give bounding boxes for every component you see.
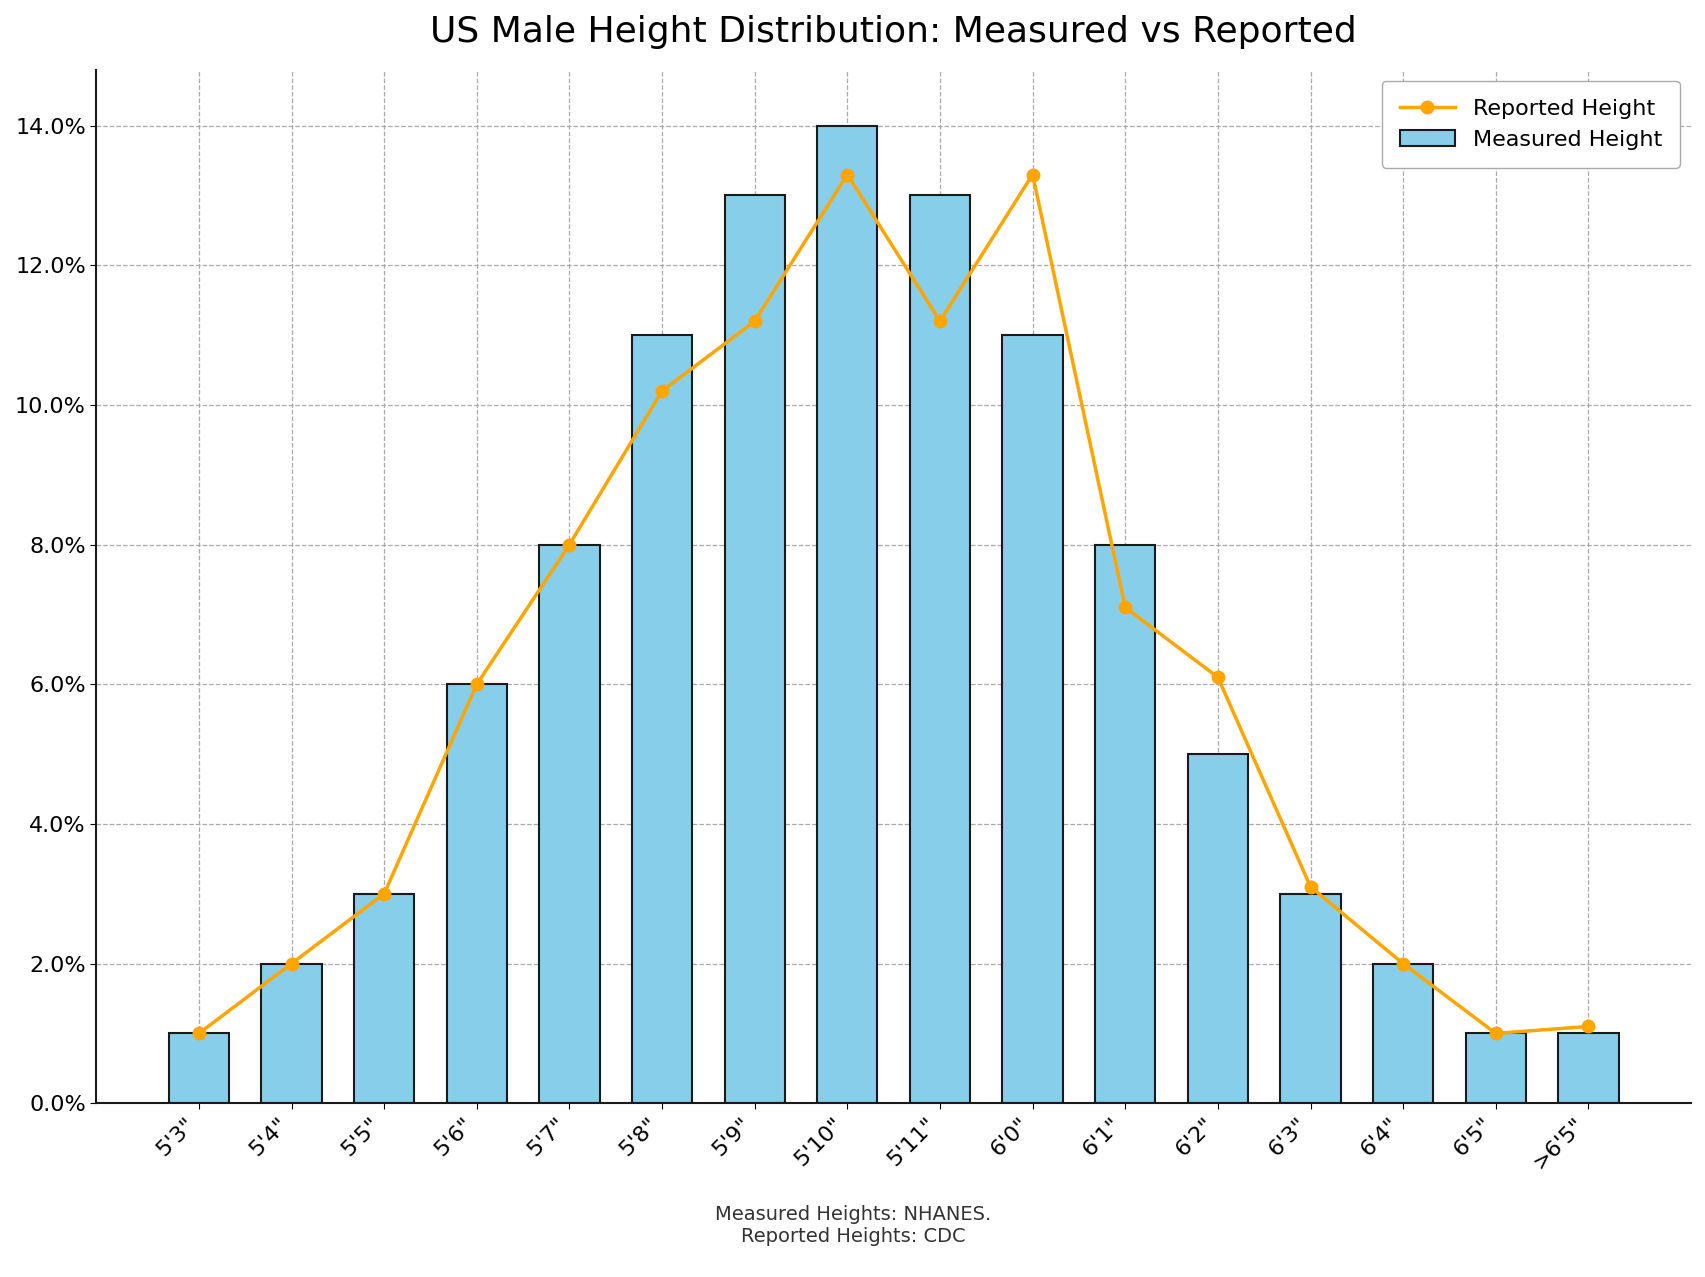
Legend: Reported Height, Measured Height: Reported Height, Measured Height bbox=[1381, 80, 1679, 167]
Bar bbox=[447, 684, 506, 1103]
Bar bbox=[1557, 1033, 1618, 1103]
Bar bbox=[631, 335, 692, 1103]
Bar bbox=[1373, 964, 1432, 1103]
Bar bbox=[1465, 1033, 1524, 1103]
Bar bbox=[909, 195, 970, 1103]
Bar bbox=[169, 1033, 228, 1103]
Bar bbox=[355, 894, 414, 1103]
Bar bbox=[1280, 894, 1340, 1103]
Bar bbox=[261, 964, 322, 1103]
Bar bbox=[817, 125, 876, 1103]
Bar bbox=[725, 195, 784, 1103]
Bar bbox=[1187, 755, 1248, 1103]
Title: US Male Height Distribution: Measured vs Reported: US Male Height Distribution: Measured vs… bbox=[430, 15, 1355, 49]
Text: Measured Heights: NHANES.
Reported Heights: CDC: Measured Heights: NHANES. Reported Heigh… bbox=[714, 1205, 991, 1246]
Bar bbox=[539, 544, 598, 1103]
Bar bbox=[1095, 544, 1154, 1103]
Bar bbox=[1003, 335, 1062, 1103]
